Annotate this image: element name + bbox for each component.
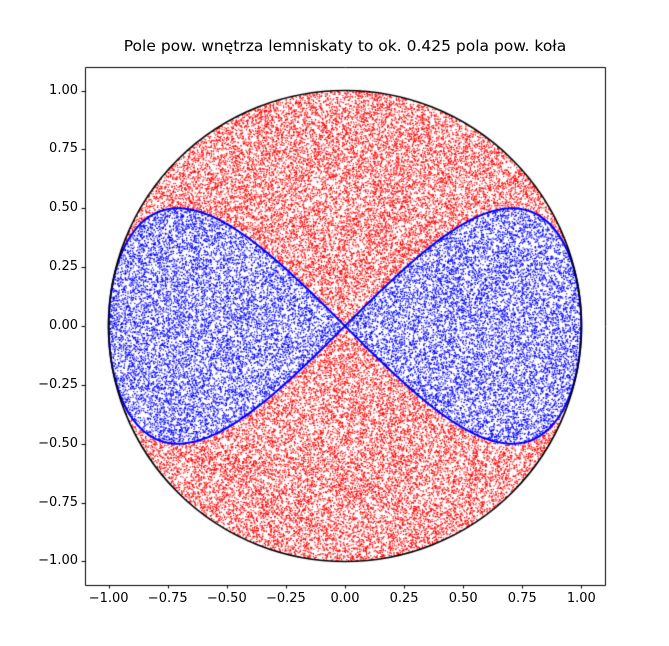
y-tick-label: −1.00 [38, 553, 78, 569]
x-tick-label: −0.75 [147, 591, 188, 606]
x-tick-label: −0.25 [265, 591, 306, 606]
x-tick-label: 0.75 [507, 591, 537, 606]
y-tick-label: 0.75 [49, 141, 78, 157]
x-tick-label: 0.50 [448, 591, 478, 606]
x-tick-label: 1.00 [566, 591, 596, 606]
y-tick-label: −0.25 [38, 376, 78, 392]
x-tick-label: −0.50 [206, 591, 247, 606]
chart-title: Pole pow. wnętrza lemniskaty to ok. 0.42… [123, 37, 567, 55]
x-tick-label: 0.00 [330, 591, 360, 606]
y-tick-label: 0.00 [49, 318, 78, 333]
y-tick-label: 0.50 [49, 200, 78, 216]
y-tick-label: −0.75 [38, 494, 78, 510]
y-tick-label: 0.25 [49, 259, 78, 275]
y-tick-label: 1.00 [49, 82, 78, 98]
x-tick-label: 0.25 [389, 591, 419, 606]
x-tick-label: −1.00 [88, 591, 129, 606]
y-tick-label: −0.50 [38, 435, 78, 451]
